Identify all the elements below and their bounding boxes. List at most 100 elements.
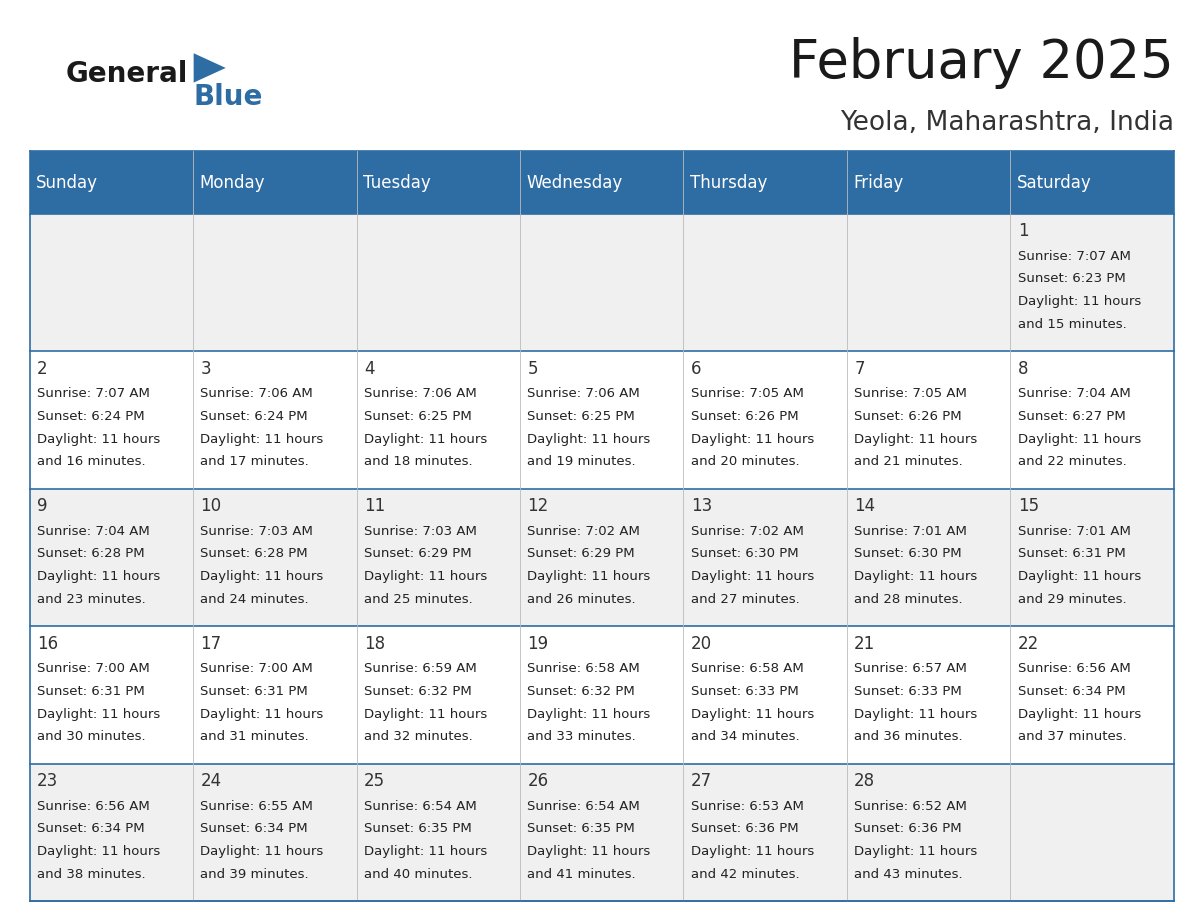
Text: Daylight: 11 hours: Daylight: 11 hours — [201, 708, 324, 721]
Text: Sunrise: 7:01 AM: Sunrise: 7:01 AM — [854, 525, 967, 538]
Text: 5: 5 — [527, 360, 538, 377]
Bar — [194, 626, 356, 764]
Text: Sunset: 6:32 PM: Sunset: 6:32 PM — [527, 685, 636, 698]
Bar — [683, 764, 847, 901]
Text: 11: 11 — [364, 498, 385, 515]
Text: Daylight: 11 hours: Daylight: 11 hours — [1018, 570, 1140, 583]
Text: 24: 24 — [201, 772, 222, 790]
Bar — [847, 352, 1010, 489]
Text: Sunset: 6:33 PM: Sunset: 6:33 PM — [690, 685, 798, 698]
Text: Sunset: 6:23 PM: Sunset: 6:23 PM — [1018, 273, 1125, 285]
Text: Sunset: 6:29 PM: Sunset: 6:29 PM — [364, 547, 472, 560]
Bar — [1010, 764, 1174, 901]
Text: Sunset: 6:35 PM: Sunset: 6:35 PM — [364, 823, 472, 835]
Bar — [356, 489, 520, 626]
Text: and 20 minutes.: and 20 minutes. — [690, 455, 800, 468]
Text: 18: 18 — [364, 634, 385, 653]
Text: Sunrise: 7:02 AM: Sunrise: 7:02 AM — [527, 525, 640, 538]
Text: Sunset: 6:36 PM: Sunset: 6:36 PM — [690, 823, 798, 835]
Text: Blue: Blue — [194, 83, 263, 111]
Bar — [683, 626, 847, 764]
Bar — [1010, 352, 1174, 489]
Text: and 17 minutes.: and 17 minutes. — [201, 455, 309, 468]
Text: Sunset: 6:25 PM: Sunset: 6:25 PM — [364, 409, 472, 423]
Text: Sunset: 6:36 PM: Sunset: 6:36 PM — [854, 823, 962, 835]
Text: and 40 minutes.: and 40 minutes. — [364, 868, 473, 880]
Text: Friday: Friday — [853, 174, 904, 192]
Text: Sunrise: 7:02 AM: Sunrise: 7:02 AM — [690, 525, 803, 538]
Bar — [1010, 151, 1174, 214]
Text: 7: 7 — [854, 360, 865, 377]
Bar — [194, 214, 356, 352]
Text: and 32 minutes.: and 32 minutes. — [364, 730, 473, 744]
Text: and 18 minutes.: and 18 minutes. — [364, 455, 473, 468]
Text: Daylight: 11 hours: Daylight: 11 hours — [527, 845, 651, 858]
Text: and 21 minutes.: and 21 minutes. — [854, 455, 963, 468]
Bar — [30, 151, 194, 214]
Text: Thursday: Thursday — [690, 174, 767, 192]
Text: Daylight: 11 hours: Daylight: 11 hours — [854, 570, 978, 583]
Text: Daylight: 11 hours: Daylight: 11 hours — [201, 570, 324, 583]
Text: Sunset: 6:35 PM: Sunset: 6:35 PM — [527, 823, 636, 835]
Text: Saturday: Saturday — [1017, 174, 1092, 192]
Text: Sunset: 6:28 PM: Sunset: 6:28 PM — [201, 547, 308, 560]
Text: and 39 minutes.: and 39 minutes. — [201, 868, 309, 880]
Text: 1: 1 — [1018, 222, 1029, 241]
Text: Sunset: 6:30 PM: Sunset: 6:30 PM — [854, 547, 962, 560]
Text: Daylight: 11 hours: Daylight: 11 hours — [37, 708, 160, 721]
Bar — [30, 764, 194, 901]
Text: Daylight: 11 hours: Daylight: 11 hours — [854, 845, 978, 858]
Text: and 24 minutes.: and 24 minutes. — [201, 593, 309, 606]
Text: Sunrise: 6:58 AM: Sunrise: 6:58 AM — [527, 662, 640, 676]
Text: 16: 16 — [37, 634, 58, 653]
Text: Monday: Monday — [200, 174, 265, 192]
Bar — [520, 151, 683, 214]
Text: Sunrise: 7:01 AM: Sunrise: 7:01 AM — [1018, 525, 1131, 538]
Text: 8: 8 — [1018, 360, 1028, 377]
Text: Daylight: 11 hours: Daylight: 11 hours — [364, 708, 487, 721]
Text: 22: 22 — [1018, 634, 1040, 653]
Text: Sunrise: 7:00 AM: Sunrise: 7:00 AM — [201, 662, 314, 676]
Text: Wednesday: Wednesday — [526, 174, 623, 192]
Text: Sunrise: 6:54 AM: Sunrise: 6:54 AM — [527, 800, 640, 812]
Text: Sunset: 6:31 PM: Sunset: 6:31 PM — [1018, 547, 1125, 560]
Text: Daylight: 11 hours: Daylight: 11 hours — [364, 570, 487, 583]
Bar — [356, 352, 520, 489]
Text: and 28 minutes.: and 28 minutes. — [854, 593, 962, 606]
Text: and 43 minutes.: and 43 minutes. — [854, 868, 962, 880]
Text: Sunrise: 7:04 AM: Sunrise: 7:04 AM — [1018, 387, 1131, 400]
Text: 14: 14 — [854, 498, 876, 515]
Text: 3: 3 — [201, 360, 211, 377]
Text: 20: 20 — [690, 634, 712, 653]
Text: Daylight: 11 hours: Daylight: 11 hours — [37, 432, 160, 445]
Text: and 22 minutes.: and 22 minutes. — [1018, 455, 1126, 468]
Text: 23: 23 — [37, 772, 58, 790]
Text: Daylight: 11 hours: Daylight: 11 hours — [854, 432, 978, 445]
Text: Sunset: 6:25 PM: Sunset: 6:25 PM — [527, 409, 636, 423]
Text: Daylight: 11 hours: Daylight: 11 hours — [37, 570, 160, 583]
Text: Sunset: 6:26 PM: Sunset: 6:26 PM — [690, 409, 798, 423]
Text: Daylight: 11 hours: Daylight: 11 hours — [1018, 708, 1140, 721]
Text: Daylight: 11 hours: Daylight: 11 hours — [201, 432, 324, 445]
Text: Sunset: 6:24 PM: Sunset: 6:24 PM — [37, 409, 145, 423]
Bar — [683, 151, 847, 214]
Text: and 16 minutes.: and 16 minutes. — [37, 455, 146, 468]
Text: Daylight: 11 hours: Daylight: 11 hours — [364, 845, 487, 858]
Bar — [1010, 626, 1174, 764]
Bar — [30, 489, 194, 626]
Text: and 19 minutes.: and 19 minutes. — [527, 455, 636, 468]
Text: and 37 minutes.: and 37 minutes. — [1018, 730, 1126, 744]
Bar — [847, 489, 1010, 626]
Text: Sunrise: 7:04 AM: Sunrise: 7:04 AM — [37, 525, 150, 538]
Text: Sunset: 6:30 PM: Sunset: 6:30 PM — [690, 547, 798, 560]
Bar — [194, 352, 356, 489]
Bar — [194, 764, 356, 901]
Text: Sunrise: 6:55 AM: Sunrise: 6:55 AM — [201, 800, 314, 812]
Bar — [356, 151, 520, 214]
Text: Daylight: 11 hours: Daylight: 11 hours — [690, 708, 814, 721]
Bar — [356, 626, 520, 764]
Text: Sunset: 6:31 PM: Sunset: 6:31 PM — [201, 685, 308, 698]
Text: 4: 4 — [364, 360, 374, 377]
Text: and 30 minutes.: and 30 minutes. — [37, 730, 146, 744]
Text: and 33 minutes.: and 33 minutes. — [527, 730, 636, 744]
